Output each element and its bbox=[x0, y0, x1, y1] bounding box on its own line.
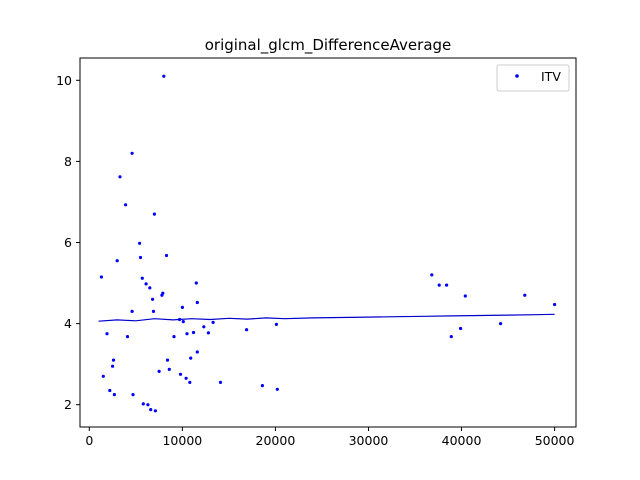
data-point bbox=[149, 408, 153, 412]
data-point bbox=[151, 297, 155, 301]
data-point bbox=[99, 275, 103, 279]
data-point bbox=[195, 350, 199, 354]
data-point bbox=[437, 283, 441, 287]
data-point bbox=[112, 393, 116, 397]
x-tick-label: 30000 bbox=[349, 433, 389, 448]
x-tick-label: 40000 bbox=[442, 433, 482, 448]
data-point bbox=[141, 402, 145, 406]
legend-label: ITV bbox=[541, 69, 561, 84]
x-tick-label: 0 bbox=[85, 433, 93, 448]
data-point bbox=[131, 393, 135, 397]
data-point bbox=[140, 276, 144, 280]
x-tick-label: 20000 bbox=[256, 433, 296, 448]
data-point bbox=[189, 356, 193, 360]
data-point bbox=[178, 317, 182, 322]
data-point bbox=[138, 255, 143, 260]
x-tick-label: 50000 bbox=[535, 433, 575, 448]
data-point bbox=[499, 322, 503, 326]
data-point bbox=[195, 300, 199, 305]
data-point bbox=[206, 331, 210, 335]
data-point bbox=[138, 241, 142, 245]
data-point bbox=[101, 374, 105, 378]
trend-line-layer bbox=[98, 313, 555, 322]
x-tick-label: 10000 bbox=[162, 433, 202, 448]
data-point bbox=[167, 367, 171, 371]
y-axis-ticks: 2 4 6 8 10 bbox=[56, 73, 80, 412]
data-point bbox=[260, 384, 264, 388]
data-point bbox=[178, 372, 183, 376]
y-tick-label: 10 bbox=[56, 73, 72, 88]
y-tick-label: 8 bbox=[64, 154, 72, 169]
data-point bbox=[153, 409, 157, 413]
data-point bbox=[218, 380, 223, 384]
data-point bbox=[449, 335, 453, 339]
data-point bbox=[148, 286, 152, 290]
data-point bbox=[553, 302, 557, 307]
data-point bbox=[445, 283, 449, 287]
data-point bbox=[184, 376, 188, 380]
data-point bbox=[115, 259, 119, 263]
data-point bbox=[105, 332, 109, 336]
x-axis-ticks: 0 10000 20000 30000 40000 50000 bbox=[85, 427, 575, 448]
data-point bbox=[124, 203, 128, 207]
data-point bbox=[144, 282, 148, 286]
data-point bbox=[130, 151, 134, 155]
chart-title: original_glcm_DifferenceAverage bbox=[205, 36, 452, 55]
legend-box bbox=[496, 64, 570, 92]
scatter-points-layer bbox=[99, 74, 557, 413]
trend-line bbox=[98, 313, 555, 322]
data-point bbox=[111, 358, 116, 362]
data-point bbox=[463, 294, 467, 298]
y-tick-label: 4 bbox=[64, 316, 72, 331]
data-point bbox=[161, 291, 165, 295]
data-point bbox=[164, 253, 169, 258]
data-point bbox=[172, 335, 176, 339]
data-point bbox=[275, 387, 279, 391]
data-point bbox=[125, 335, 130, 339]
data-point bbox=[111, 364, 115, 368]
data-point bbox=[188, 380, 192, 384]
data-point bbox=[130, 309, 134, 313]
data-point bbox=[194, 281, 198, 285]
legend-marker bbox=[515, 74, 519, 78]
data-point bbox=[152, 212, 156, 216]
data-point bbox=[162, 74, 166, 78]
y-tick-label: 2 bbox=[64, 397, 72, 412]
data-point bbox=[185, 332, 189, 336]
data-point bbox=[181, 320, 185, 324]
data-point bbox=[165, 358, 170, 362]
data-point bbox=[146, 403, 150, 407]
legend: ITV bbox=[496, 64, 570, 92]
data-point bbox=[191, 330, 196, 335]
data-point bbox=[151, 309, 156, 313]
data-point bbox=[180, 305, 184, 309]
data-point bbox=[157, 369, 161, 373]
y-tick-label: 6 bbox=[64, 235, 72, 250]
data-point bbox=[118, 175, 122, 179]
data-point bbox=[202, 325, 206, 329]
data-point bbox=[459, 326, 463, 331]
data-point bbox=[430, 273, 434, 277]
data-point bbox=[108, 388, 112, 393]
data-point bbox=[245, 328, 249, 332]
data-point bbox=[274, 322, 278, 326]
plot-area bbox=[80, 58, 576, 427]
data-point bbox=[211, 320, 215, 324]
data-point bbox=[523, 293, 527, 297]
